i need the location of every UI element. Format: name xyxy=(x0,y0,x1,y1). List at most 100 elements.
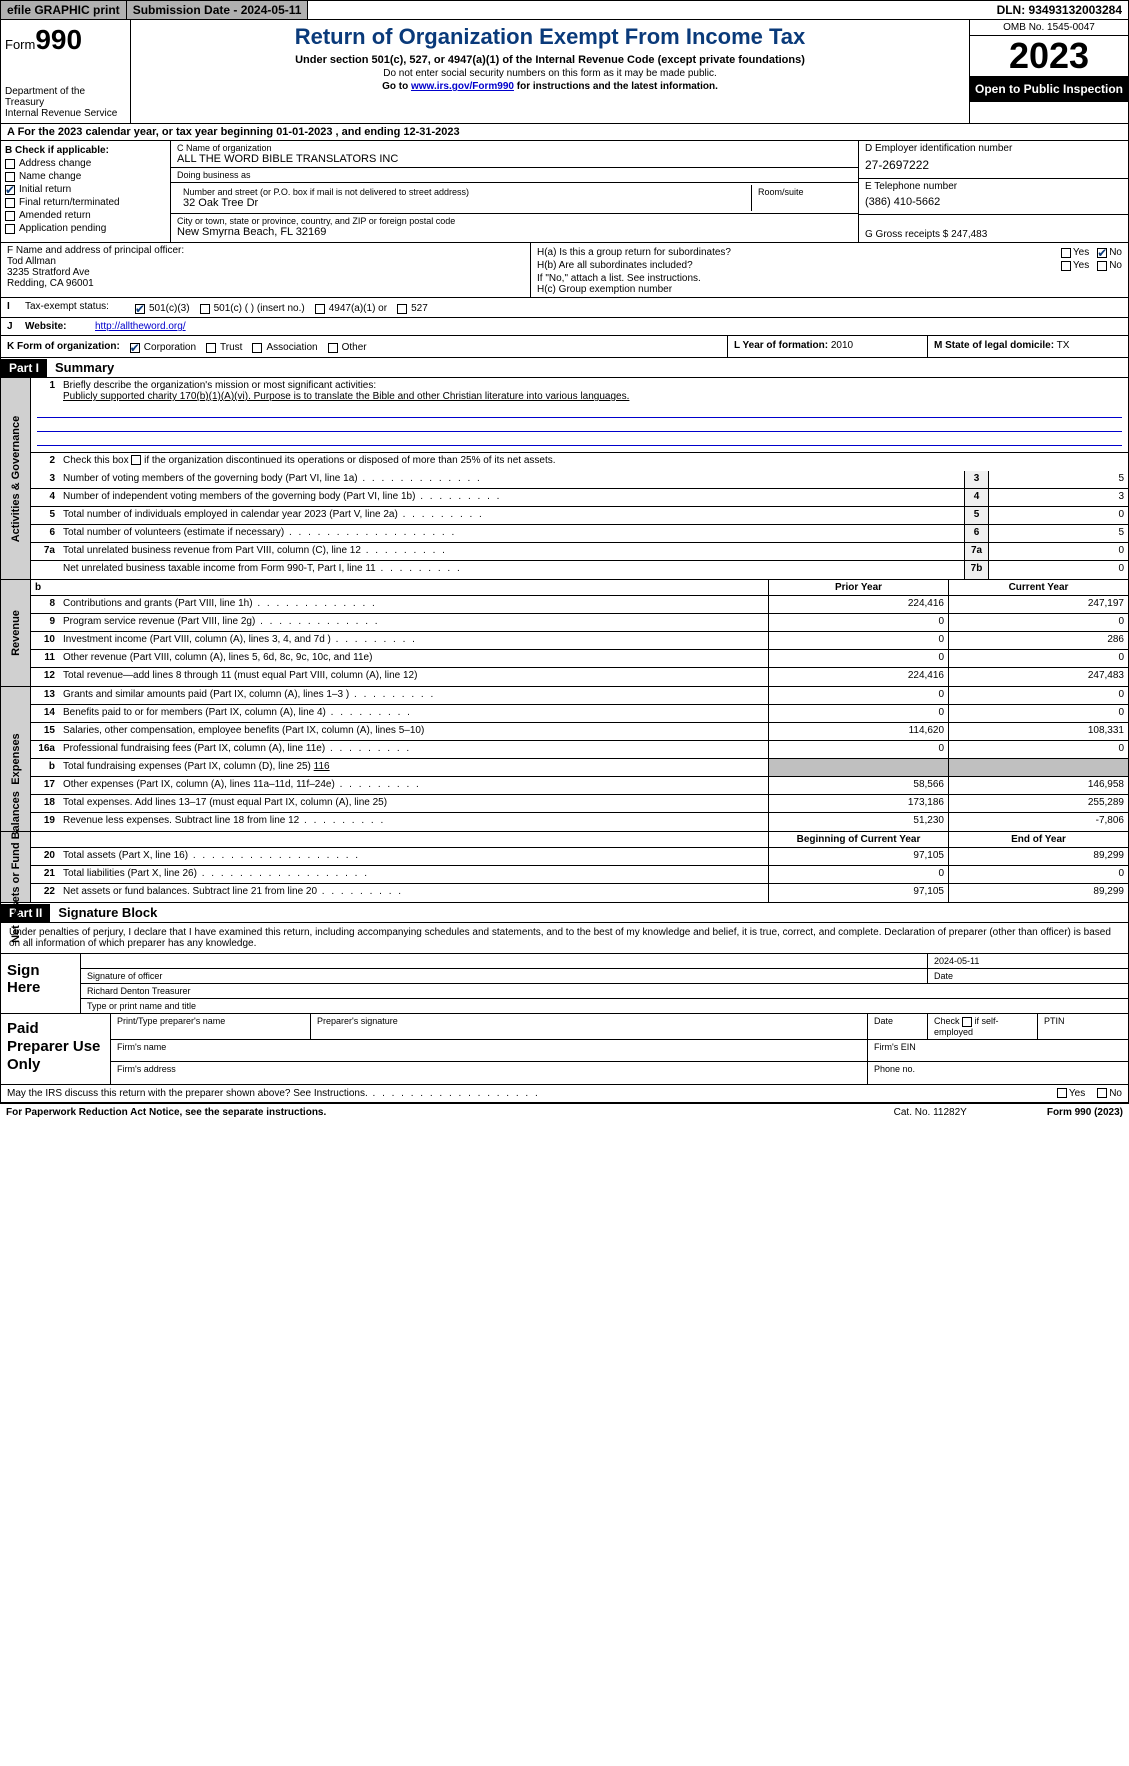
goto-prefix: Go to xyxy=(382,81,411,92)
chk-501c3[interactable] xyxy=(135,304,145,314)
section-revenue: Revenue bPrior YearCurrent Year 8Contrib… xyxy=(0,580,1129,687)
chk-other[interactable] xyxy=(328,343,338,353)
chk-discuss-no[interactable] xyxy=(1097,1088,1107,1098)
lbl-no2: No xyxy=(1109,260,1122,271)
submission-date: Submission Date - 2024-05-11 xyxy=(127,1,309,19)
website-label: Website: xyxy=(19,318,89,335)
paid-preparer-label: Paid Preparer Use Only xyxy=(1,1014,111,1084)
chk-discontinued[interactable] xyxy=(131,455,141,465)
m-value: TX xyxy=(1057,340,1070,351)
website-link[interactable]: http://alltheword.org/ xyxy=(95,321,186,332)
side-governance: Activities & Governance xyxy=(1,378,31,579)
chk-hb-no[interactable] xyxy=(1097,261,1107,271)
cat-no: Cat. No. 11282Y xyxy=(894,1107,967,1118)
officer-addr1: 3235 Stratford Ave xyxy=(7,267,524,278)
chk-corp[interactable] xyxy=(130,343,140,353)
ein-value: 27-2697222 xyxy=(865,154,1122,176)
l4-text: Number of independent voting members of … xyxy=(59,489,964,506)
gross-value: 247,483 xyxy=(951,229,987,240)
header-mid: Return of Organization Exempt From Incom… xyxy=(131,20,970,123)
l3-text: Number of voting members of the governin… xyxy=(59,471,964,488)
dba-label: Doing business as xyxy=(177,170,852,180)
chk-assoc[interactable] xyxy=(252,343,262,353)
form-subtitle: Under section 501(c), 527, or 4947(a)(1)… xyxy=(139,54,961,66)
ein-label: D Employer identification number xyxy=(865,143,1122,154)
lbl-501c: 501(c) ( ) (insert no.) xyxy=(214,303,305,314)
form-footer: Form 990 (2023) xyxy=(1047,1107,1123,1118)
tax-year: 2023 xyxy=(970,36,1128,76)
c17: 146,958 xyxy=(948,777,1128,794)
perjury-declaration: Under penalties of perjury, I declare th… xyxy=(0,923,1129,954)
firm-ein-label: Firm's EIN xyxy=(868,1040,1128,1061)
lbl-trust: Trust xyxy=(220,342,242,353)
row-fh: F Name and address of principal officer:… xyxy=(0,243,1129,298)
type-name-label: Type or print name and title xyxy=(81,999,1128,1013)
chk-ha-no[interactable] xyxy=(1097,248,1107,258)
p21: 0 xyxy=(768,866,948,883)
mission-line xyxy=(37,432,1122,446)
room-label: Room/suite xyxy=(758,187,846,197)
header-right: OMB No. 1545-0047 2023 Open to Public In… xyxy=(970,20,1128,123)
chk-527[interactable] xyxy=(397,304,407,314)
firm-name-label: Firm's name xyxy=(111,1040,868,1061)
lbl-address-change: Address change xyxy=(19,158,91,169)
l16b: Total fundraising expenses (Part IX, col… xyxy=(59,759,768,776)
hc-label: H(c) Group exemption number xyxy=(537,284,1122,295)
section-net-assets: Net Assets or Fund Balances Beginning of… xyxy=(0,832,1129,903)
chk-discuss-yes[interactable] xyxy=(1057,1088,1067,1098)
side-net-assets: Net Assets or Fund Balances xyxy=(1,832,31,902)
chk-4947a1[interactable] xyxy=(315,304,325,314)
chk-address-change[interactable] xyxy=(5,159,15,169)
open-inspection: Open to Public Inspection xyxy=(970,76,1128,102)
part2-header: Part II Signature Block xyxy=(0,903,1129,923)
chk-trust[interactable] xyxy=(206,343,216,353)
hdr-begin: Beginning of Current Year xyxy=(768,832,948,847)
part2-title: Signature Block xyxy=(50,903,165,922)
chk-application-pending[interactable] xyxy=(5,224,15,234)
prep-self-label: Check if self-employed xyxy=(928,1014,1038,1039)
v4: 3 xyxy=(988,489,1128,506)
discuss-text: May the IRS discuss this return with the… xyxy=(7,1088,540,1099)
k-label: K Form of organization: xyxy=(7,341,120,352)
c18: 255,289 xyxy=(948,795,1128,812)
mission-line xyxy=(37,418,1122,432)
org-name: ALL THE WORD BIBLE TRANSLATORS INC xyxy=(177,153,852,165)
p15: 114,620 xyxy=(768,723,948,740)
p16b xyxy=(768,759,948,776)
pra-notice: For Paperwork Reduction Act Notice, see … xyxy=(6,1107,326,1118)
c14: 0 xyxy=(948,705,1128,722)
chk-amended[interactable] xyxy=(5,211,15,221)
ssn-note: Do not enter social security numbers on … xyxy=(139,68,961,79)
c8: 247,197 xyxy=(948,596,1128,613)
chk-501c[interactable] xyxy=(200,304,210,314)
c10: 286 xyxy=(948,632,1128,649)
main-block: B Check if applicable: Address change Na… xyxy=(0,141,1129,243)
chk-hb-yes[interactable] xyxy=(1061,261,1071,271)
l12: Total revenue—add lines 8 through 11 (mu… xyxy=(59,668,768,686)
row-j-website: J Website: http://alltheword.org/ xyxy=(0,318,1129,336)
v6: 5 xyxy=(988,525,1128,542)
l5-text: Total number of individuals employed in … xyxy=(59,507,964,524)
l17: Other expenses (Part IX, column (A), lin… xyxy=(59,777,768,794)
chk-final-return[interactable] xyxy=(5,198,15,208)
l-value: 2010 xyxy=(831,340,853,351)
m-label: M State of legal domicile: xyxy=(934,340,1054,351)
chk-ha-yes[interactable] xyxy=(1061,248,1071,258)
chk-initial-return[interactable] xyxy=(5,185,15,195)
p17: 58,566 xyxy=(768,777,948,794)
l10: Investment income (Part VIII, column (A)… xyxy=(59,632,768,649)
efile-label: efile GRAPHIC print xyxy=(1,1,127,19)
l19: Revenue less expenses. Subtract line 18 … xyxy=(59,813,768,831)
hdr-b: b xyxy=(31,580,59,595)
l22: Net assets or fund balances. Subtract li… xyxy=(59,884,768,902)
lbl-527: 527 xyxy=(411,303,428,314)
c13: 0 xyxy=(948,687,1128,704)
chk-self-employed[interactable] xyxy=(962,1017,972,1027)
p8: 224,416 xyxy=(768,596,948,613)
p13: 0 xyxy=(768,687,948,704)
l6-text: Total number of volunteers (estimate if … xyxy=(59,525,964,542)
sig-date-label: Date xyxy=(928,969,1128,983)
col-deg: D Employer identification number 27-2697… xyxy=(858,141,1128,242)
form990-link[interactable]: www.irs.gov/Form990 xyxy=(411,81,514,92)
chk-name-change[interactable] xyxy=(5,172,15,182)
